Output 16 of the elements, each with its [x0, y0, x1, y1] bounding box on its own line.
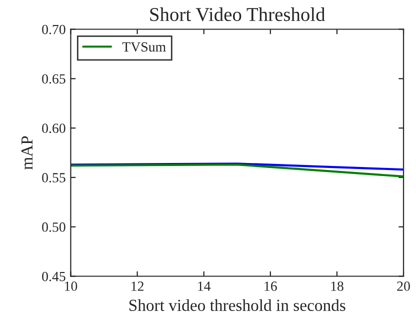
x-tick-label: 10: [64, 282, 78, 291]
y-tick-label: 0.70: [42, 24, 66, 34]
legend-label: TVSum: [122, 42, 166, 52]
chart-title: Short Video Threshold: [150, 7, 326, 22]
x-tick-label: 18: [331, 282, 344, 291]
x-tick-label: 20: [397, 282, 410, 291]
x-tick-label: 14: [198, 282, 211, 291]
y-tick-label: 0.50: [42, 222, 66, 232]
y-tick-label: 0.65: [42, 74, 66, 84]
x-axis-title: Short video threshold in seconds: [129, 299, 346, 311]
y-axis-title: mAP: [21, 136, 32, 170]
x-tick-label: 12: [132, 282, 144, 291]
y-tick-label: 0.45: [42, 272, 66, 282]
y-tick-label: 0.55: [42, 173, 66, 182]
x-tick-label: 16: [264, 282, 277, 291]
y-tick-label: 0.60: [42, 124, 66, 134]
